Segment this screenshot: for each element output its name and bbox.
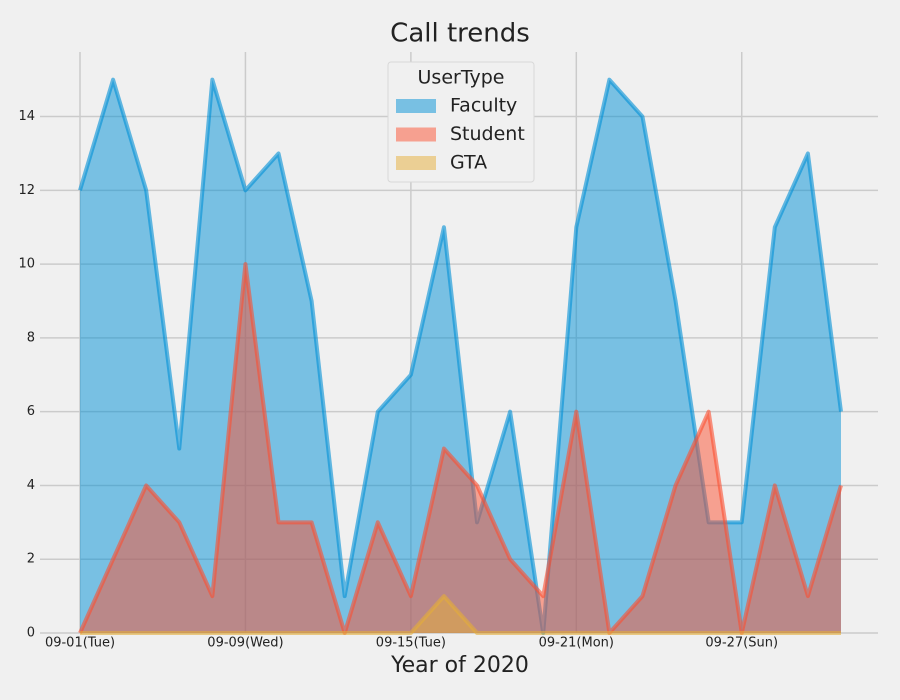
legend-label: Faculty <box>450 95 517 117</box>
legend-swatch <box>396 127 436 142</box>
y-tick-label: 10 <box>18 257 35 272</box>
chart-title: Call trends <box>390 19 530 49</box>
legend-swatch <box>396 99 436 113</box>
x-tick-label: 09-15(Tue) <box>376 636 446 651</box>
line <box>78 262 843 635</box>
y-tick-label: 4 <box>27 478 35 493</box>
x-tick-label: 09-27(Sun) <box>705 636 778 651</box>
y-tick-label: 8 <box>27 330 35 345</box>
legend-label: GTA <box>450 152 487 174</box>
y-tick-label: 14 <box>18 109 35 124</box>
y-tick-label: 12 <box>18 183 35 198</box>
legend-label: Student <box>450 123 525 145</box>
x-tick-label: 09-21(Mon) <box>539 636 614 651</box>
legend-title: UserType <box>418 67 505 89</box>
y-tick-label: 6 <box>27 404 35 419</box>
line <box>80 594 841 635</box>
x-tick-label: 09-01(Tue) <box>45 636 115 651</box>
legend: UserType Faculty Student GTA <box>387 61 535 183</box>
x-tick-label: 09-09(Wed) <box>207 636 283 651</box>
area <box>80 264 841 633</box>
y-tick-label: 2 <box>27 552 35 567</box>
x-axis-label: Year of 2020 <box>390 653 529 678</box>
marks <box>78 77 843 635</box>
legend-box <box>387 61 535 183</box>
legend-swatch <box>396 156 436 170</box>
y-tick-label: 0 <box>27 626 35 641</box>
